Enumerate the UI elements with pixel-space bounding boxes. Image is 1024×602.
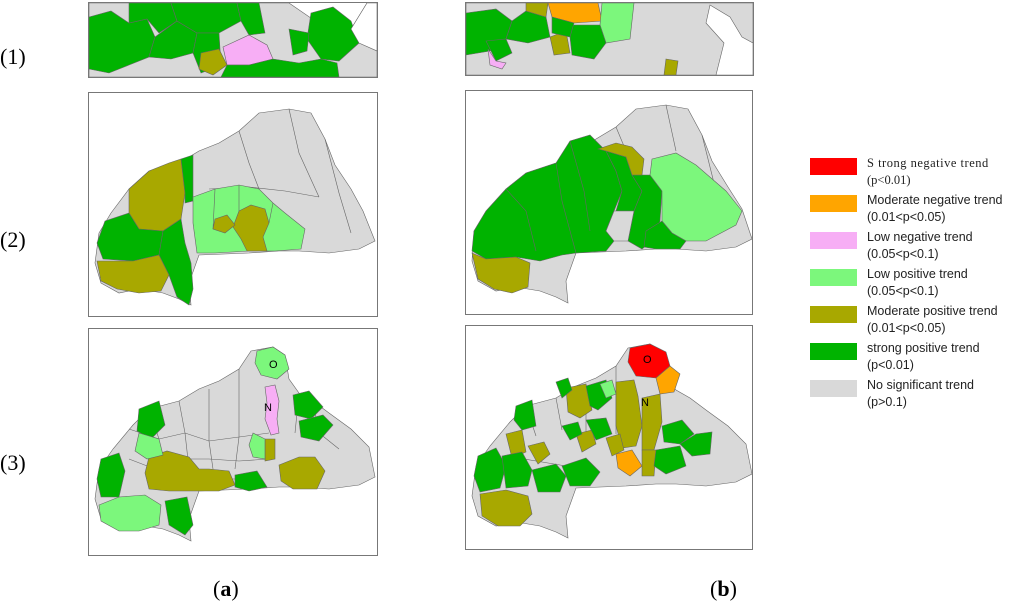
row-label-1: (1) (0, 44, 26, 69)
legend-label: Low negative trend (867, 230, 973, 244)
legend-item-low-positive: Low positive trend (0.05<p<0.1) (810, 266, 1024, 303)
legend-label: No significant trend (867, 378, 975, 392)
legend-range: (0.01<p<0.05) (867, 321, 946, 335)
map-panel-2b (465, 90, 753, 315)
legend-swatch-low-positive (810, 269, 857, 286)
legend-item-strong-positive: strong positive trend (p<0.01) (810, 340, 1024, 377)
map-panel-1a (88, 2, 378, 78)
legend-item-low-negative: Low negative trend (0.05<p<0.1) (810, 229, 1024, 266)
legend-range: (0.05<p<0.1) (867, 284, 939, 298)
legend-range: (p<0.01) (867, 173, 911, 187)
legend-range: (p<0.01) (867, 358, 914, 372)
legend-label: Moderate negative trend (867, 193, 1003, 207)
legend-item-strong-negative: S trong negative trend (p<0.01) (810, 155, 1024, 192)
legend-item-moderate-positive: Moderate positive trend (0.01<p<0.05) (810, 303, 1024, 340)
legend-label: Moderate positive trend (867, 304, 998, 318)
map-label-north-b: N (641, 397, 649, 409)
burkina-map-2a (89, 93, 377, 316)
legend-swatch-no-significant (810, 380, 857, 397)
legend-range: (0.05<p<0.1) (867, 247, 939, 261)
map-panel-3b: O N (465, 325, 753, 550)
row-label-2: (2) (0, 227, 26, 252)
burkina-map-2b (466, 91, 752, 314)
west-africa-map-b (466, 3, 753, 75)
map-panel-3a: O N (88, 328, 378, 556)
legend-label: Low positive trend (867, 267, 968, 281)
map-label-oudalan: O (269, 359, 278, 371)
burkina-map-3b: O N (466, 326, 752, 549)
row-label-3: (3) (0, 450, 26, 475)
legend-item-moderate-negative: Moderate negative trend (0.01<p<0.05) (810, 192, 1024, 229)
legend-range: (0.01<p<0.05) (867, 210, 946, 224)
map-label-oudalan-b: O (643, 354, 652, 366)
column-label-b: (b) (710, 576, 737, 601)
west-africa-map-a (89, 3, 377, 77)
map-label-north: N (264, 402, 272, 414)
map-panel-1b (465, 2, 754, 76)
legend-swatch-low-negative (810, 232, 857, 249)
legend-range: (p>0.1) (867, 395, 907, 409)
map-legend: S trong negative trend (p<0.01) Moderate … (810, 155, 1024, 414)
legend-swatch-moderate-positive (810, 306, 857, 323)
legend-item-no-significant: No significant trend (p>0.1) (810, 377, 1024, 414)
legend-swatch-strong-positive (810, 343, 857, 360)
legend-label: strong positive trend (867, 341, 980, 355)
map-panel-2a (88, 92, 378, 317)
column-label-a: (a) (213, 576, 239, 601)
burkina-map-3a: O N (89, 329, 377, 555)
legend-swatch-strong-negative (810, 158, 857, 175)
legend-label: S trong negative trend (867, 156, 989, 170)
legend-swatch-moderate-negative (810, 195, 857, 212)
